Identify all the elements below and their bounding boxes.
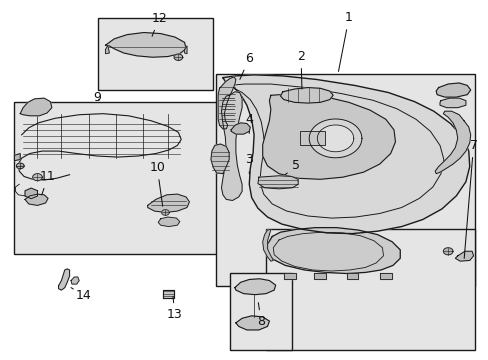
- Polygon shape: [439, 98, 465, 108]
- Text: 11: 11: [40, 170, 56, 195]
- Polygon shape: [308, 119, 361, 158]
- Polygon shape: [184, 46, 186, 54]
- Polygon shape: [379, 274, 391, 279]
- Bar: [98, 18, 213, 90]
- Bar: [230, 274, 292, 350]
- Polygon shape: [221, 92, 242, 201]
- Text: 12: 12: [151, 12, 167, 36]
- Polygon shape: [15, 154, 20, 161]
- Polygon shape: [280, 87, 332, 103]
- Polygon shape: [25, 188, 38, 199]
- Bar: [14, 102, 223, 254]
- Bar: [265, 229, 474, 350]
- Polygon shape: [163, 290, 173, 298]
- Text: 9: 9: [93, 91, 101, 104]
- Bar: [215, 74, 473, 286]
- Bar: [299, 131, 325, 145]
- Polygon shape: [257, 176, 298, 189]
- Text: 1: 1: [338, 11, 352, 71]
- Text: 7: 7: [463, 139, 477, 258]
- Text: 8: 8: [257, 303, 264, 328]
- Polygon shape: [25, 194, 48, 206]
- Polygon shape: [105, 32, 185, 57]
- Polygon shape: [314, 274, 325, 279]
- Polygon shape: [161, 210, 169, 215]
- Text: 2: 2: [297, 50, 305, 89]
- Text: 10: 10: [149, 161, 165, 206]
- Polygon shape: [20, 98, 52, 116]
- Polygon shape: [262, 94, 395, 179]
- Polygon shape: [33, 174, 42, 181]
- Polygon shape: [262, 229, 273, 261]
- Polygon shape: [454, 251, 472, 261]
- Text: 4: 4: [245, 113, 253, 134]
- Polygon shape: [59, 269, 69, 290]
- Polygon shape: [231, 123, 250, 134]
- Text: 14: 14: [71, 288, 92, 302]
- Polygon shape: [235, 316, 269, 330]
- Polygon shape: [17, 163, 24, 169]
- Text: 5: 5: [285, 159, 300, 175]
- Polygon shape: [443, 248, 452, 255]
- Polygon shape: [435, 83, 470, 97]
- Polygon shape: [434, 111, 470, 174]
- Polygon shape: [174, 54, 183, 60]
- Polygon shape: [346, 274, 357, 279]
- Polygon shape: [234, 279, 275, 294]
- Text: 13: 13: [167, 296, 183, 321]
- Polygon shape: [218, 77, 235, 129]
- Polygon shape: [317, 125, 353, 152]
- Polygon shape: [105, 45, 109, 54]
- Polygon shape: [284, 274, 295, 279]
- Text: 3: 3: [245, 153, 253, 174]
- Polygon shape: [158, 217, 180, 226]
- Polygon shape: [267, 228, 399, 274]
- Polygon shape: [210, 144, 229, 174]
- Polygon shape: [223, 75, 469, 234]
- Text: 6: 6: [240, 52, 253, 80]
- Polygon shape: [147, 194, 189, 212]
- Polygon shape: [71, 277, 79, 284]
